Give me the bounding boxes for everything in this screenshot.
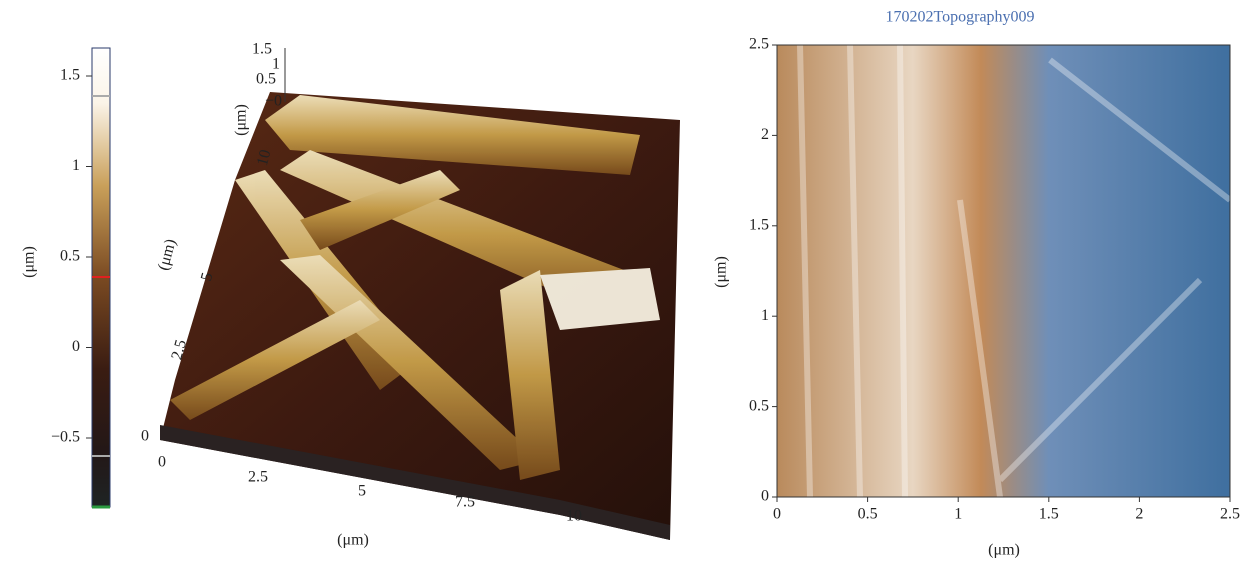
- y-tick-label: 2: [761, 126, 769, 143]
- y-tick-label: 2.5: [749, 36, 769, 53]
- y-tick-label: 0: [761, 488, 769, 505]
- y-tick-label: 0.5: [749, 397, 769, 414]
- y-axis-label: (μm): [713, 256, 730, 288]
- colorbar-tick-label: 0.5: [60, 248, 80, 265]
- panel-title: 170202Topography009: [885, 9, 1034, 26]
- x-tick-label: 1: [954, 506, 962, 523]
- colorbar-tick-label: 1: [72, 157, 80, 174]
- x-tick-label: 2.5: [1220, 506, 1240, 523]
- topography: 170202Topography009 (μm) (μm): [713, 9, 1230, 559]
- rod-highlight: [540, 268, 660, 330]
- z-tick-label: 0.5: [256, 71, 276, 88]
- topography-image: [777, 45, 1230, 497]
- x-axis-label: (μm): [337, 532, 369, 549]
- y-tick-label: 1.5: [749, 216, 769, 233]
- x-tick-label: 5: [358, 483, 366, 500]
- x-tick-label: 10: [566, 508, 582, 525]
- x-tick-label: 0: [773, 506, 781, 523]
- figure: (μm) 0 2.5 5 7.5 10 (μm) 0 2.5 5 10 (μm)…: [0, 0, 1250, 565]
- x-tick-label: 0.5: [858, 506, 878, 523]
- x-tick-label: 1.5: [1039, 506, 1059, 523]
- x-tick-label: 2: [1135, 506, 1143, 523]
- axis-label: (μm): [21, 246, 38, 278]
- z-tick-label: −0: [265, 93, 282, 110]
- y-tick-label: 1: [761, 307, 769, 324]
- surface-3d: 0 2.5 5 7.5 10 (μm) 0 2.5 5 10 (μm) 1.5 …: [141, 41, 680, 549]
- y-tick-label: 0: [141, 428, 149, 445]
- x-tick-label: 2.5: [248, 469, 268, 486]
- x-tick-label: 7.5: [455, 494, 475, 511]
- y-axis-label: (μm): [155, 237, 180, 272]
- x-axis-label: (μm): [988, 542, 1020, 559]
- x-tick-label: 0: [158, 454, 166, 471]
- colorbar-tick-label: −0.5: [51, 429, 80, 446]
- z-tick-label: 1.5: [252, 41, 272, 58]
- colorbar-tick-label: 1.5: [60, 67, 80, 84]
- z-axis-label: (μm): [233, 104, 250, 136]
- colorbar-tick-label: 0: [72, 338, 80, 355]
